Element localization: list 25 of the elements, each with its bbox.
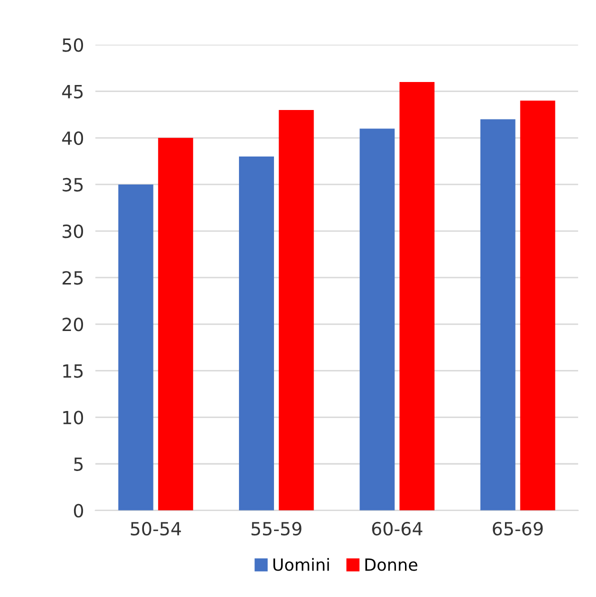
x-tick-label: 60-64: [372, 522, 422, 536]
y-tick-label: 35: [62, 178, 83, 192]
legend-label: Donne: [365, 558, 418, 571]
bar: [400, 82, 434, 510]
y-tick-label: 20: [62, 318, 84, 332]
bar: [158, 138, 194, 510]
y-tick-label: 10: [63, 410, 84, 424]
bar: [118, 184, 154, 510]
bar: [278, 110, 314, 510]
y-tick-label: 5: [74, 458, 83, 471]
y-tick-label: 25: [62, 271, 83, 285]
bar: [360, 128, 395, 510]
legend-label: Uomini: [273, 558, 329, 571]
x-tick-label: 65-69: [492, 522, 543, 536]
bar: [238, 156, 274, 510]
y-tick-label: 45: [62, 85, 83, 98]
y-tick-label: 15: [63, 364, 83, 378]
y-tick-label: 50: [62, 38, 84, 52]
x-tick-label: 55-59: [252, 522, 302, 536]
bar: [480, 119, 516, 510]
y-tick-label: 0: [74, 504, 84, 518]
y-tick-label: 40: [62, 131, 84, 146]
x-tick-label: 50-54: [130, 522, 181, 536]
bar: [520, 100, 556, 510]
y-tick-label: 30: [62, 224, 84, 238]
